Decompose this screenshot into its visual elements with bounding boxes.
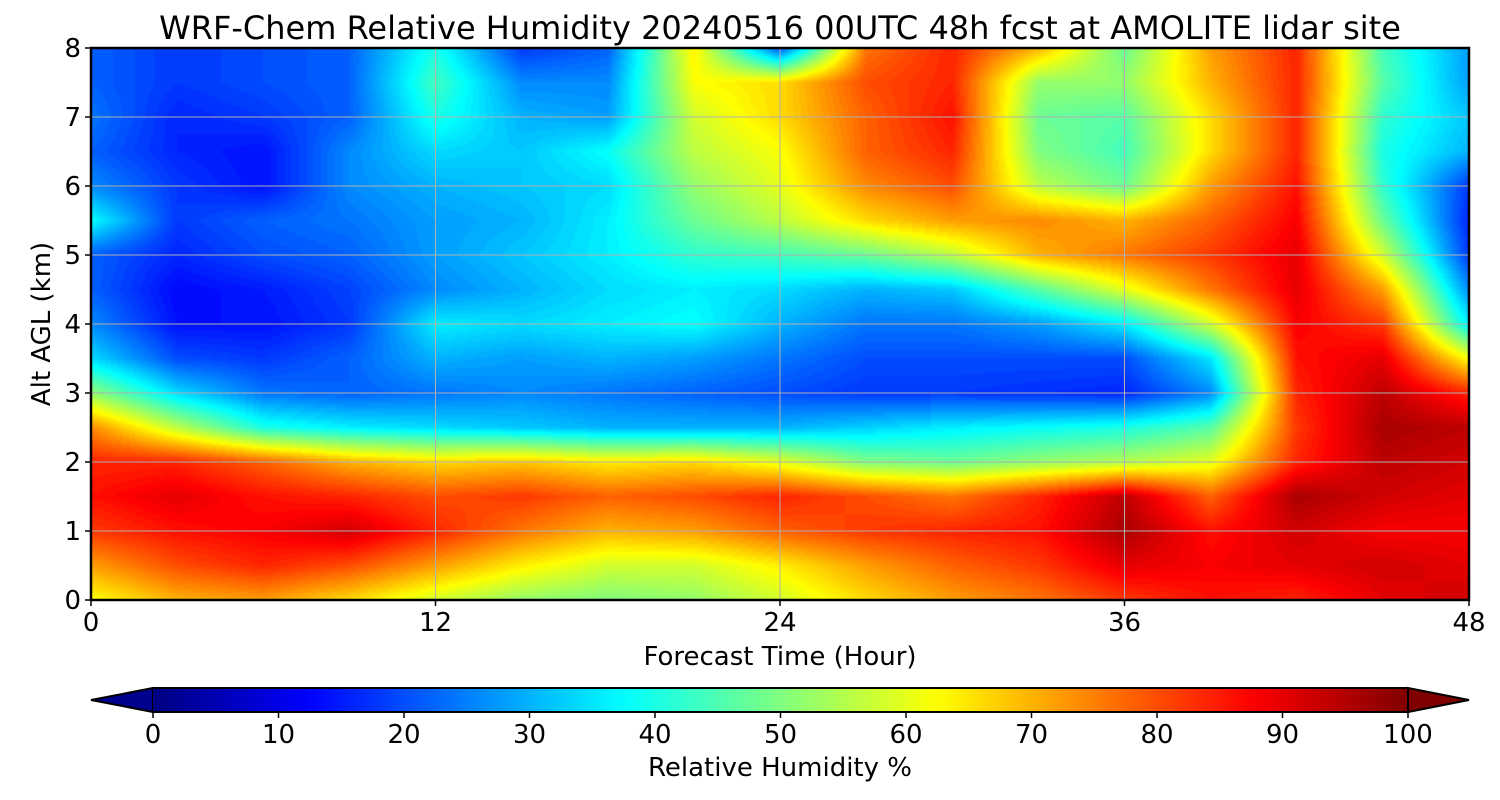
colorbar-tick-label: 100 — [1383, 720, 1433, 750]
colorbar-tick-label: 30 — [513, 720, 546, 750]
colorbar-label: Relative Humidity % — [648, 753, 912, 783]
plot-area — [89, 46, 1471, 602]
x-tick-label: 24 — [763, 608, 796, 638]
colorbar-ticks: 0 10 20 30 40 50 60 70 80 90 100 — [145, 712, 1433, 750]
y-tick-label: 8 — [64, 34, 81, 64]
colorbar-tick-label: 80 — [1140, 720, 1173, 750]
x-tick-label: 12 — [419, 608, 452, 638]
y-tick-label: 3 — [64, 379, 81, 409]
y-axis-label: Alt AGL (km) — [27, 242, 57, 406]
y-tick-label: 1 — [64, 517, 81, 547]
y-axis-ticks: 0 1 2 3 4 5 6 7 8 — [64, 34, 91, 616]
x-axis-ticks: 0 12 24 36 48 — [83, 600, 1486, 638]
y-tick-label: 4 — [64, 310, 81, 340]
colorbar-tick-label: 60 — [889, 720, 922, 750]
colorbar-tick-label: 90 — [1266, 720, 1299, 750]
colorbar-tick-label: 0 — [145, 720, 162, 750]
x-axis-label: Forecast Time (Hour) — [643, 642, 916, 672]
y-tick-label: 0 — [64, 586, 81, 616]
colorbar-under-arrow — [90, 686, 154, 714]
colorbar-body — [153, 688, 1408, 712]
colorbar-tick-label: 20 — [387, 720, 420, 750]
colorbar: 0 10 20 30 40 50 60 70 80 90 100 Relative Humidity… — [90, 686, 1470, 783]
colorbar-tick-label: 10 — [262, 720, 295, 750]
y-tick-label: 6 — [64, 172, 81, 202]
x-tick-label: 48 — [1452, 608, 1485, 638]
y-tick-label: 5 — [64, 241, 81, 271]
colorbar-over-arrow — [1407, 686, 1470, 714]
chart-title: WRF-Chem Relative Humidity 20240516 00UT… — [159, 9, 1401, 47]
colorbar-tick-label: 70 — [1015, 720, 1048, 750]
x-tick-label: 0 — [83, 608, 100, 638]
y-tick-label: 7 — [64, 103, 81, 133]
x-tick-label: 36 — [1108, 608, 1141, 638]
colorbar-tick-label: 50 — [764, 720, 797, 750]
colorbar-tick-label: 40 — [638, 720, 671, 750]
y-tick-label: 2 — [64, 448, 81, 478]
